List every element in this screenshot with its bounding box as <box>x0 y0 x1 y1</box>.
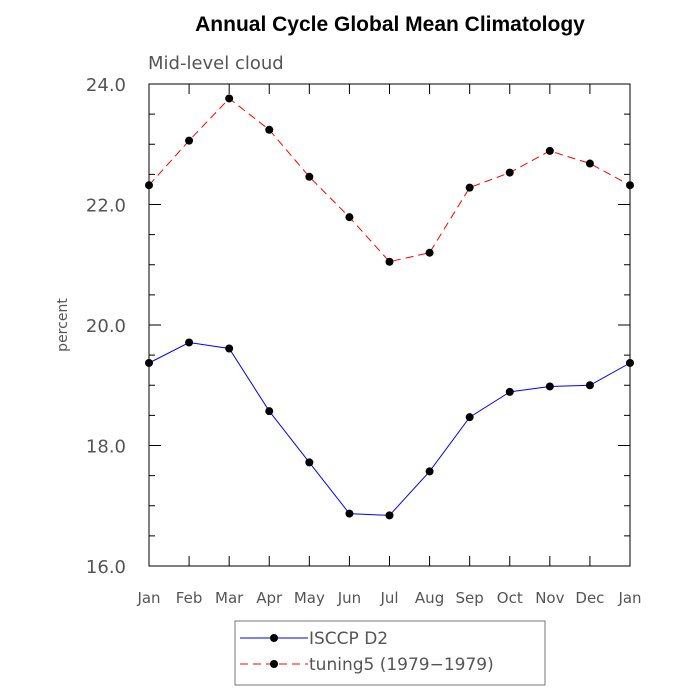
legend-label-tuning5: tuning5 (1979−1979) <box>309 655 494 675</box>
data-point-1 <box>545 146 554 155</box>
x-tick-label: Jan <box>617 589 641 607</box>
y-tick-label: 18.0 <box>86 437 126 458</box>
x-tick-label: Mar <box>215 589 244 607</box>
x-tick-label: Nov <box>535 589 564 607</box>
data-point-1 <box>345 213 354 222</box>
legend-marker-isccp <box>270 634 278 642</box>
data-point-0 <box>585 381 594 390</box>
legend: ISCCP D2 tuning5 (1979−1979) <box>234 620 546 686</box>
x-tick-label: Jun <box>337 589 361 607</box>
x-tick-label: Feb <box>176 589 203 607</box>
x-tick-label: Dec <box>575 589 604 607</box>
data-point-0 <box>225 344 234 353</box>
chart-subtitle: Mid-level cloud <box>148 53 284 74</box>
x-tick-label: May <box>294 589 325 607</box>
data-point-1 <box>585 159 594 168</box>
y-tick-label: 22.0 <box>86 196 126 217</box>
data-point-0 <box>465 413 474 422</box>
axis-ticks <box>148 83 631 567</box>
y-tick-label: 24.0 <box>86 75 126 96</box>
data-point-1 <box>225 94 234 103</box>
y-tick-label: 20.0 <box>86 316 126 337</box>
data-point-1 <box>465 183 474 192</box>
data-point-0 <box>145 358 153 367</box>
data-point-0 <box>345 509 354 518</box>
x-tick-label: Jul <box>379 589 398 607</box>
data-point-1 <box>425 248 434 257</box>
data-point-1 <box>185 136 194 145</box>
plot-frame <box>148 83 631 567</box>
x-tick-label: Sep <box>456 589 484 607</box>
data-point-1 <box>145 181 153 190</box>
x-tick-label: Jan <box>136 589 160 607</box>
data-point-0 <box>385 511 394 520</box>
data-point-1 <box>265 125 274 134</box>
legend-marker-tuning5 <box>270 660 278 668</box>
y-axis-label: percent <box>55 298 71 352</box>
x-tick-label: Oct <box>497 589 523 607</box>
data-point-1 <box>305 172 314 181</box>
x-tick-label: Apr <box>256 589 283 607</box>
y-tick-labels: 16.0 18.0 20.0 22.0 24.0 <box>86 75 126 578</box>
series-line-1 <box>148 97 631 263</box>
chart-title: Annual Cycle Global Mean Climatology <box>195 13 585 36</box>
data-point-0 <box>505 387 514 396</box>
x-tick-labels: Jan Feb Mar Apr May Jun Jul Aug Sep Oct Nov Dec Jan <box>136 589 641 607</box>
data-point-0 <box>545 382 554 391</box>
data-point-1 <box>505 168 514 177</box>
data-point-1 <box>385 257 394 266</box>
y-tick-label: 16.0 <box>86 557 126 578</box>
data-point-0 <box>626 358 634 367</box>
series-layer <box>145 94 634 520</box>
data-point-0 <box>425 467 434 476</box>
data-point-0 <box>305 458 314 467</box>
series-line-0 <box>148 341 631 516</box>
data-point-0 <box>265 407 274 416</box>
data-point-0 <box>185 338 194 347</box>
legend-label-isccp: ISCCP D2 <box>309 629 388 649</box>
x-tick-label: Aug <box>415 589 444 607</box>
legend-box <box>234 620 546 686</box>
data-point-1 <box>626 181 634 190</box>
